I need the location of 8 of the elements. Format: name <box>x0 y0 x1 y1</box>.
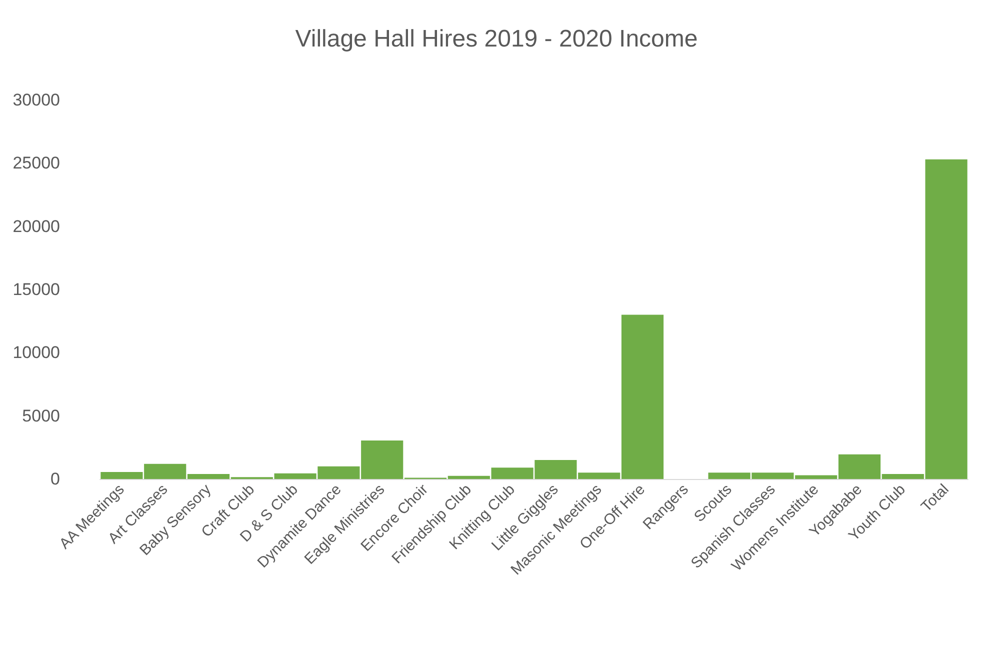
y-tick-label: 5000 <box>22 406 60 426</box>
y-tick-label: 30000 <box>12 90 60 110</box>
chart-title: Village Hall Hires 2019 - 2020 Income <box>295 26 698 52</box>
y-tick-label: 15000 <box>12 280 60 299</box>
y-tick-label: 0 <box>50 470 60 488</box>
y-tick-label: 10000 <box>12 343 60 362</box>
y-tick-label: 20000 <box>12 216 60 236</box>
y-tick-label: 25000 <box>12 154 60 173</box>
